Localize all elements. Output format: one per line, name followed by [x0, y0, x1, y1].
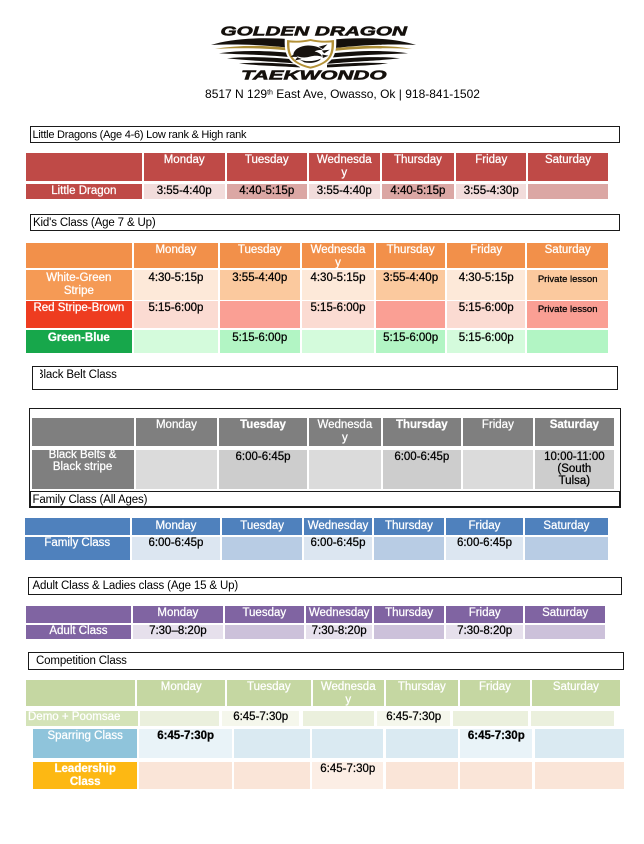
svg-text:TAEKWONDO: TAEKWONDO: [241, 68, 387, 83]
svg-text:GOLDEN DRAGON: GOLDEN DRAGON: [221, 24, 408, 39]
